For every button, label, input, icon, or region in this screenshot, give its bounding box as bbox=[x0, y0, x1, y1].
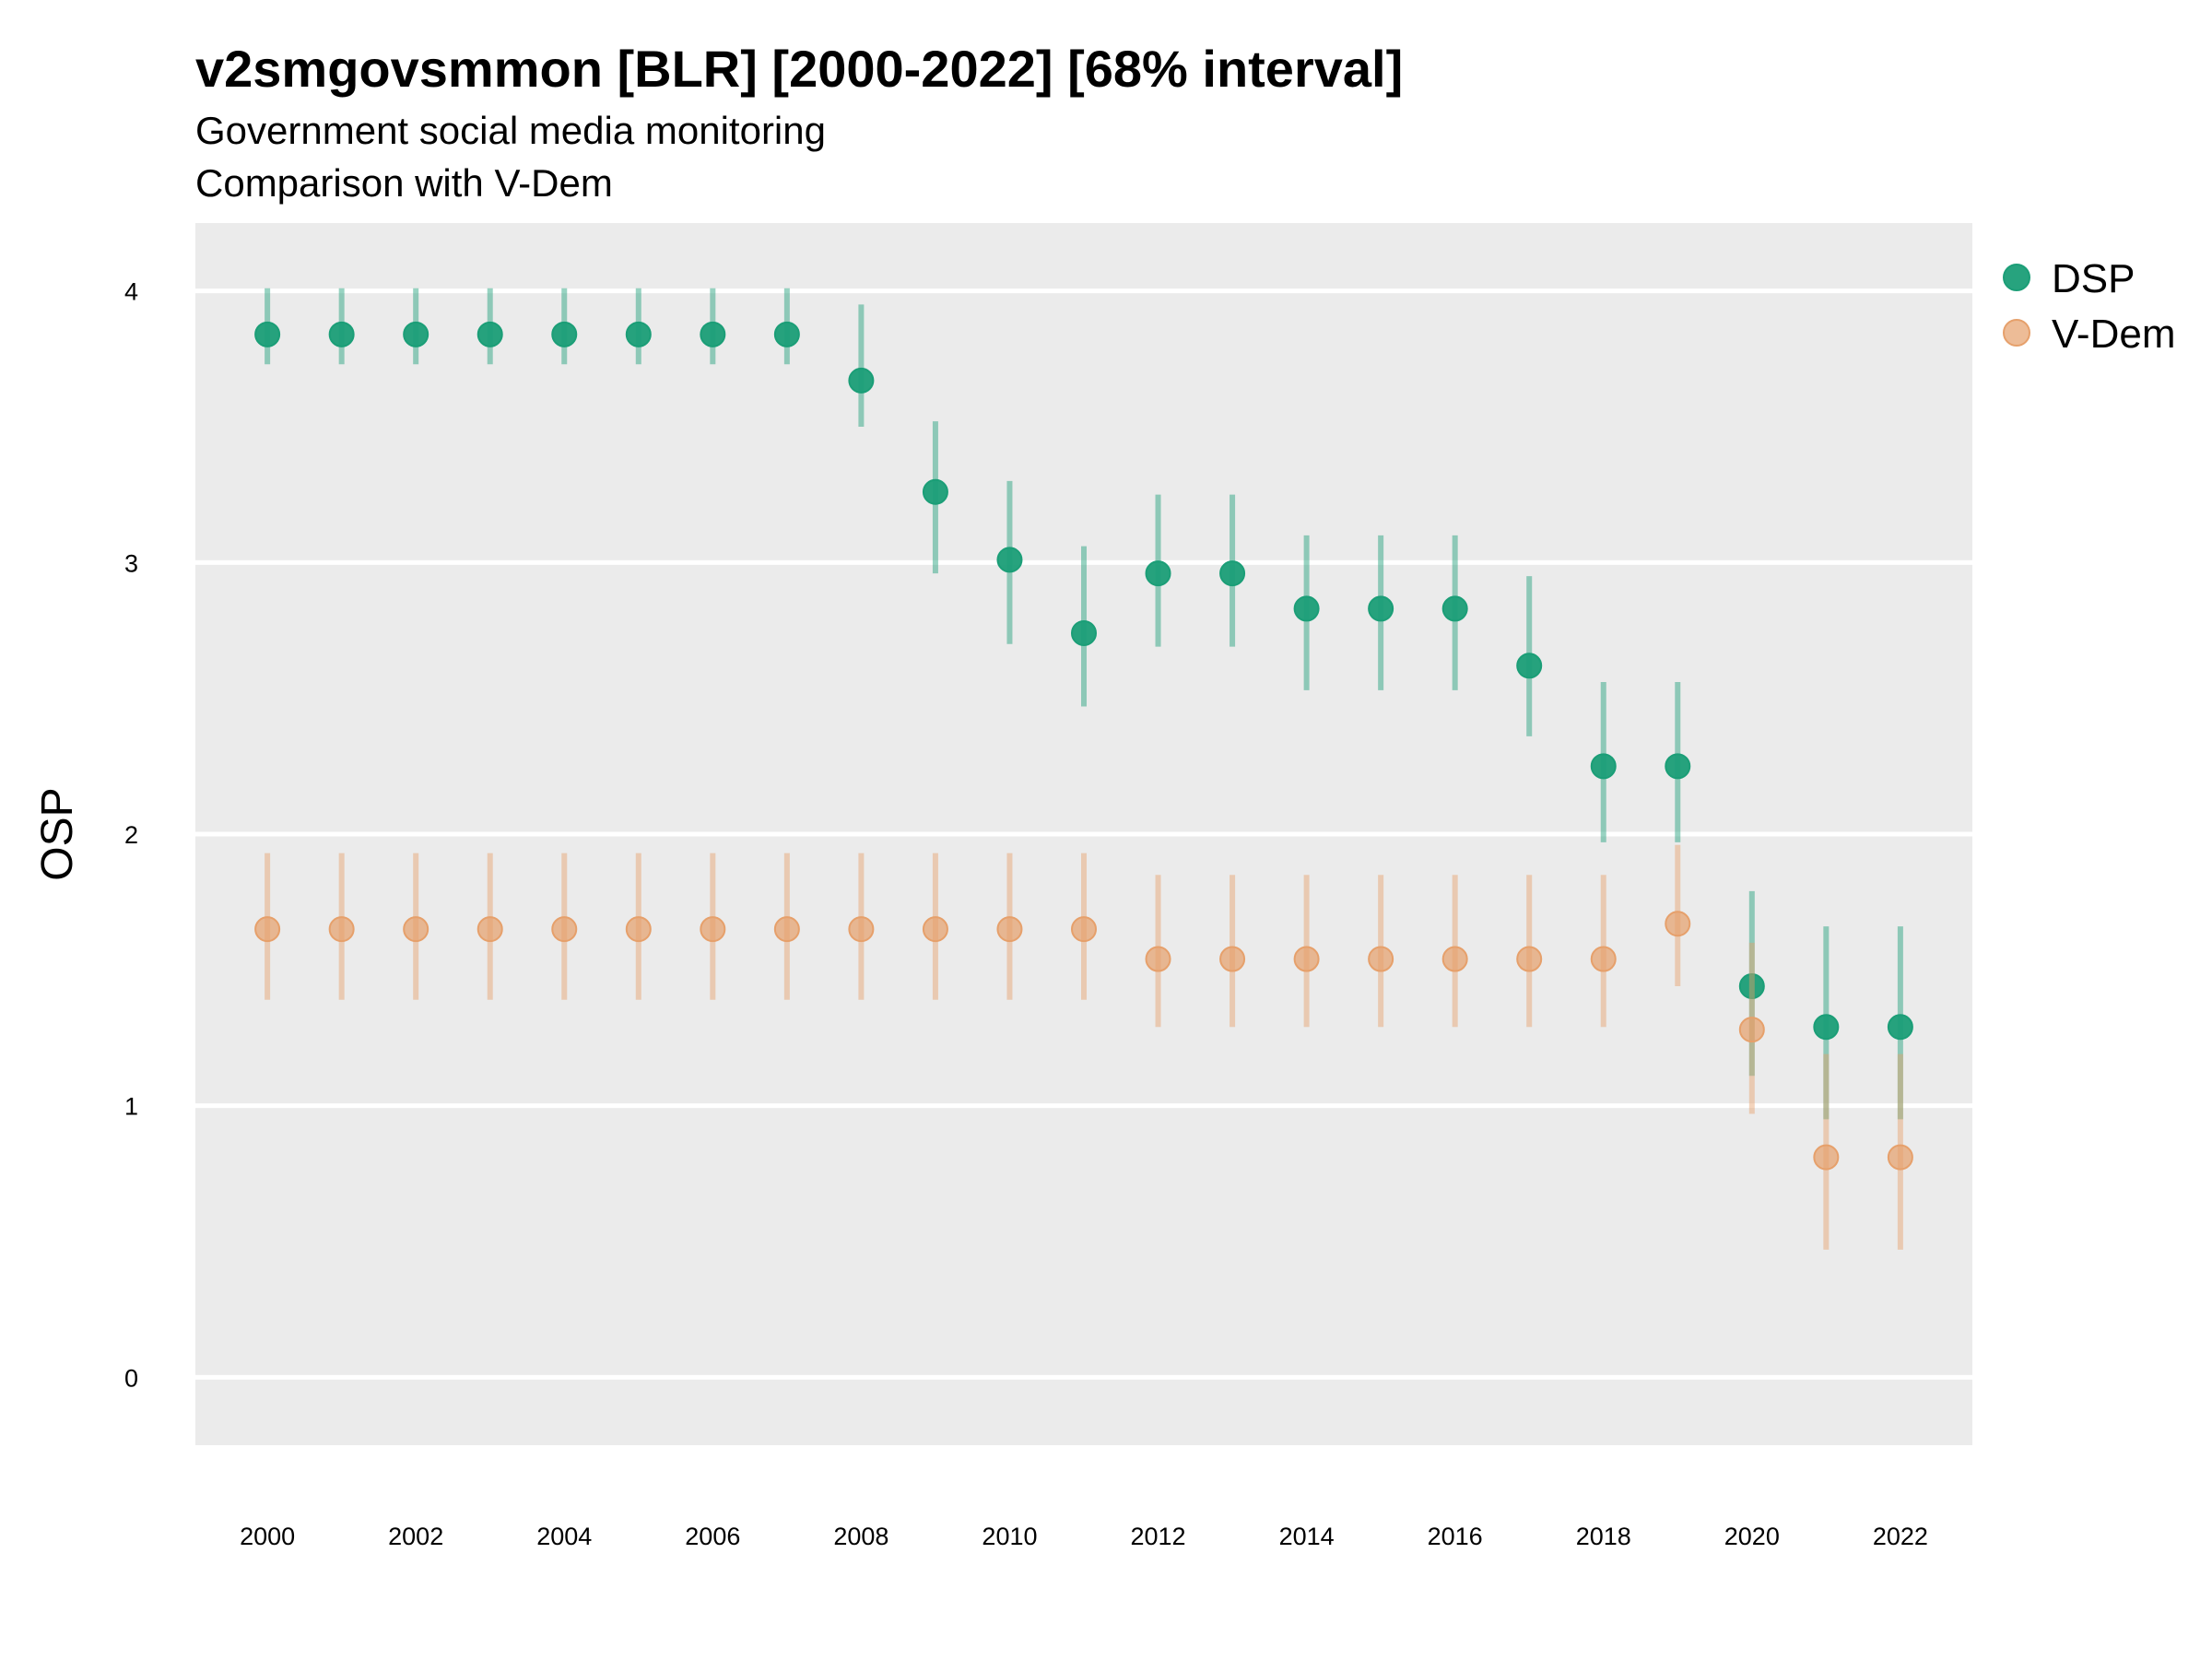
dsp-point-2008 bbox=[848, 367, 875, 394]
v-dem-point-2022 bbox=[1887, 1144, 1913, 1171]
v-dem-point-2013 bbox=[1219, 946, 1246, 972]
dsp-point-2014 bbox=[1293, 595, 1320, 622]
v-dem-point-2018 bbox=[1590, 946, 1617, 972]
y-tick-label-2: 2 bbox=[124, 821, 138, 849]
v-dem-point-2020 bbox=[1738, 1017, 1765, 1043]
v-dem-point-2017 bbox=[1516, 946, 1543, 972]
v-dem-point-2019 bbox=[1665, 911, 1691, 937]
x-axis-ticks: 2000 2002 2004 2006 2008 2010 2012 2014 2016 2018… bbox=[240, 1523, 1928, 1550]
dsp-point-2020 bbox=[1738, 973, 1765, 1000]
v-dem-point-2002 bbox=[403, 916, 429, 943]
y-tick-label-1: 1 bbox=[124, 1093, 138, 1121]
dsp-point-2018 bbox=[1590, 753, 1617, 780]
legend-label-dsp: DSP bbox=[2052, 256, 2135, 301]
v-dem-point-2008 bbox=[848, 916, 875, 943]
v-dem-point-2016 bbox=[1441, 946, 1468, 972]
y-tick-label-3: 3 bbox=[124, 549, 138, 577]
dsp-point-2017 bbox=[1516, 653, 1543, 679]
v-dem-point-2015 bbox=[1368, 946, 1394, 972]
dsp-point-2004 bbox=[551, 321, 578, 347]
gridlines bbox=[195, 288, 1972, 1380]
series-dsp bbox=[254, 288, 1913, 1120]
x-tick-label-2010: 2010 bbox=[982, 1523, 1037, 1550]
dsp-point-2007 bbox=[773, 321, 800, 347]
x-tick-label-2006: 2006 bbox=[685, 1523, 740, 1550]
dsp-point-2022 bbox=[1887, 1014, 1913, 1041]
dsp-point-2016 bbox=[1441, 595, 1468, 622]
series-v-dem bbox=[254, 844, 1913, 1250]
v-dem-point-2010 bbox=[996, 916, 1023, 943]
v-dem-point-2005 bbox=[625, 916, 652, 943]
dsp-point-2005 bbox=[625, 321, 652, 347]
dsp-point-2011 bbox=[1071, 619, 1097, 646]
v-dem-point-2014 bbox=[1293, 946, 1320, 972]
series-layer bbox=[254, 288, 1913, 1250]
dsp-point-2009 bbox=[922, 478, 948, 505]
x-tick-label-2002: 2002 bbox=[388, 1523, 443, 1550]
y-axis-label: OSP bbox=[33, 787, 82, 880]
v-dem-point-2012 bbox=[1145, 946, 1171, 972]
dsp-point-2015 bbox=[1368, 595, 1394, 622]
x-tick-label-2022: 2022 bbox=[1873, 1523, 1928, 1550]
v-dem-point-2006 bbox=[700, 916, 726, 943]
legend-key-v-dem bbox=[2003, 319, 2030, 347]
v-dem-point-2001 bbox=[328, 916, 355, 943]
y-tick-label-4: 4 bbox=[124, 278, 138, 306]
x-tick-label-2012: 2012 bbox=[1130, 1523, 1185, 1550]
v-dem-point-2011 bbox=[1071, 916, 1097, 943]
chart-subtitle-2: Comparison with V-Dem bbox=[195, 161, 613, 205]
dsp-point-2000 bbox=[254, 321, 281, 347]
dsp-point-2001 bbox=[328, 321, 355, 347]
y-axis-ticks: 0 1 2 3 4 bbox=[124, 278, 138, 1393]
legend-key-dsp bbox=[2003, 264, 2030, 291]
x-tick-label-2008: 2008 bbox=[833, 1523, 888, 1550]
dsp-point-2021 bbox=[1813, 1014, 1840, 1041]
dsp-point-2010 bbox=[996, 547, 1023, 573]
v-dem-point-2009 bbox=[922, 916, 948, 943]
legend: DSP V-Dem bbox=[2003, 256, 2175, 357]
y-tick-label-0: 0 bbox=[124, 1364, 138, 1392]
chart-title: v2smgovsmmon [BLR] [2000-2022] [68% inte… bbox=[195, 40, 1403, 98]
x-tick-label-2018: 2018 bbox=[1576, 1523, 1631, 1550]
v-dem-point-2021 bbox=[1813, 1144, 1840, 1171]
x-tick-label-2014: 2014 bbox=[1279, 1523, 1335, 1550]
dsp-point-2019 bbox=[1665, 753, 1691, 780]
x-tick-label-2016: 2016 bbox=[1428, 1523, 1483, 1550]
dsp-point-2013 bbox=[1219, 560, 1246, 587]
dsp-point-2003 bbox=[477, 321, 503, 347]
v-dem-point-2004 bbox=[551, 916, 578, 943]
v-dem-point-2003 bbox=[477, 916, 503, 943]
v-dem-point-2000 bbox=[254, 916, 281, 943]
dsp-point-2006 bbox=[700, 321, 726, 347]
chart-subtitle: Government social media monitoring bbox=[195, 109, 826, 152]
x-tick-label-2004: 2004 bbox=[536, 1523, 592, 1550]
dsp-point-2002 bbox=[403, 321, 429, 347]
x-tick-label-2000: 2000 bbox=[240, 1523, 295, 1550]
dsp-point-2012 bbox=[1145, 560, 1171, 587]
x-tick-label-2020: 2020 bbox=[1724, 1523, 1780, 1550]
legend-label-v-dem: V-Dem bbox=[2052, 312, 2175, 357]
v-dem-point-2007 bbox=[773, 916, 800, 943]
